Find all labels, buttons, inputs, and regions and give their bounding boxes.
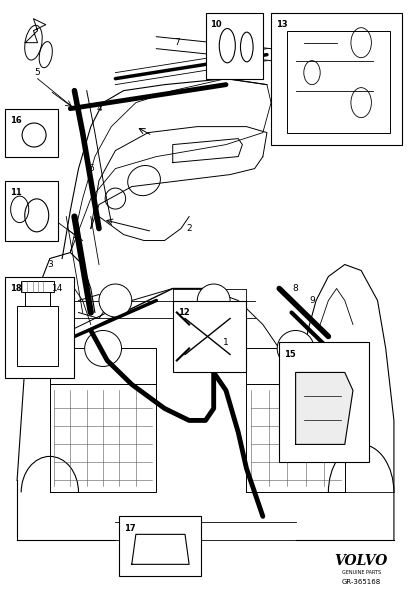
Bar bbox=[21, 281, 54, 291]
Bar bbox=[193, 319, 218, 349]
Text: 3: 3 bbox=[47, 260, 53, 269]
Ellipse shape bbox=[85, 331, 122, 367]
Text: VOLVO: VOLVO bbox=[335, 554, 388, 569]
Text: 11: 11 bbox=[10, 188, 21, 197]
Bar bbox=[173, 300, 247, 373]
Bar bbox=[120, 516, 201, 576]
Text: 9: 9 bbox=[309, 296, 315, 305]
Text: 4: 4 bbox=[96, 104, 102, 113]
Text: 1: 1 bbox=[223, 338, 229, 347]
Text: 10: 10 bbox=[210, 20, 222, 29]
Bar bbox=[271, 13, 402, 145]
Bar bbox=[5, 109, 58, 157]
Ellipse shape bbox=[277, 331, 314, 367]
Ellipse shape bbox=[99, 284, 132, 317]
Text: 15: 15 bbox=[284, 350, 296, 359]
Bar bbox=[206, 13, 263, 79]
Text: 2: 2 bbox=[186, 224, 192, 233]
Polygon shape bbox=[296, 373, 353, 444]
Bar bbox=[25, 291, 50, 307]
Text: 7: 7 bbox=[174, 38, 180, 47]
Bar bbox=[17, 307, 58, 367]
Text: 18: 18 bbox=[10, 284, 21, 293]
Text: 12: 12 bbox=[178, 308, 189, 317]
Text: 14: 14 bbox=[52, 284, 64, 293]
Text: 13: 13 bbox=[276, 20, 288, 29]
Text: GR-365168: GR-365168 bbox=[342, 579, 381, 585]
Text: 17: 17 bbox=[125, 523, 136, 532]
Bar bbox=[279, 343, 369, 462]
Text: 16: 16 bbox=[10, 116, 21, 125]
Text: 5: 5 bbox=[35, 68, 40, 77]
Text: GENUINE PARTS: GENUINE PARTS bbox=[342, 570, 381, 575]
Bar bbox=[5, 180, 58, 240]
Ellipse shape bbox=[197, 284, 230, 317]
Bar bbox=[5, 276, 74, 379]
Text: 6: 6 bbox=[88, 164, 94, 173]
Bar bbox=[287, 31, 390, 133]
Text: 8: 8 bbox=[293, 284, 298, 293]
